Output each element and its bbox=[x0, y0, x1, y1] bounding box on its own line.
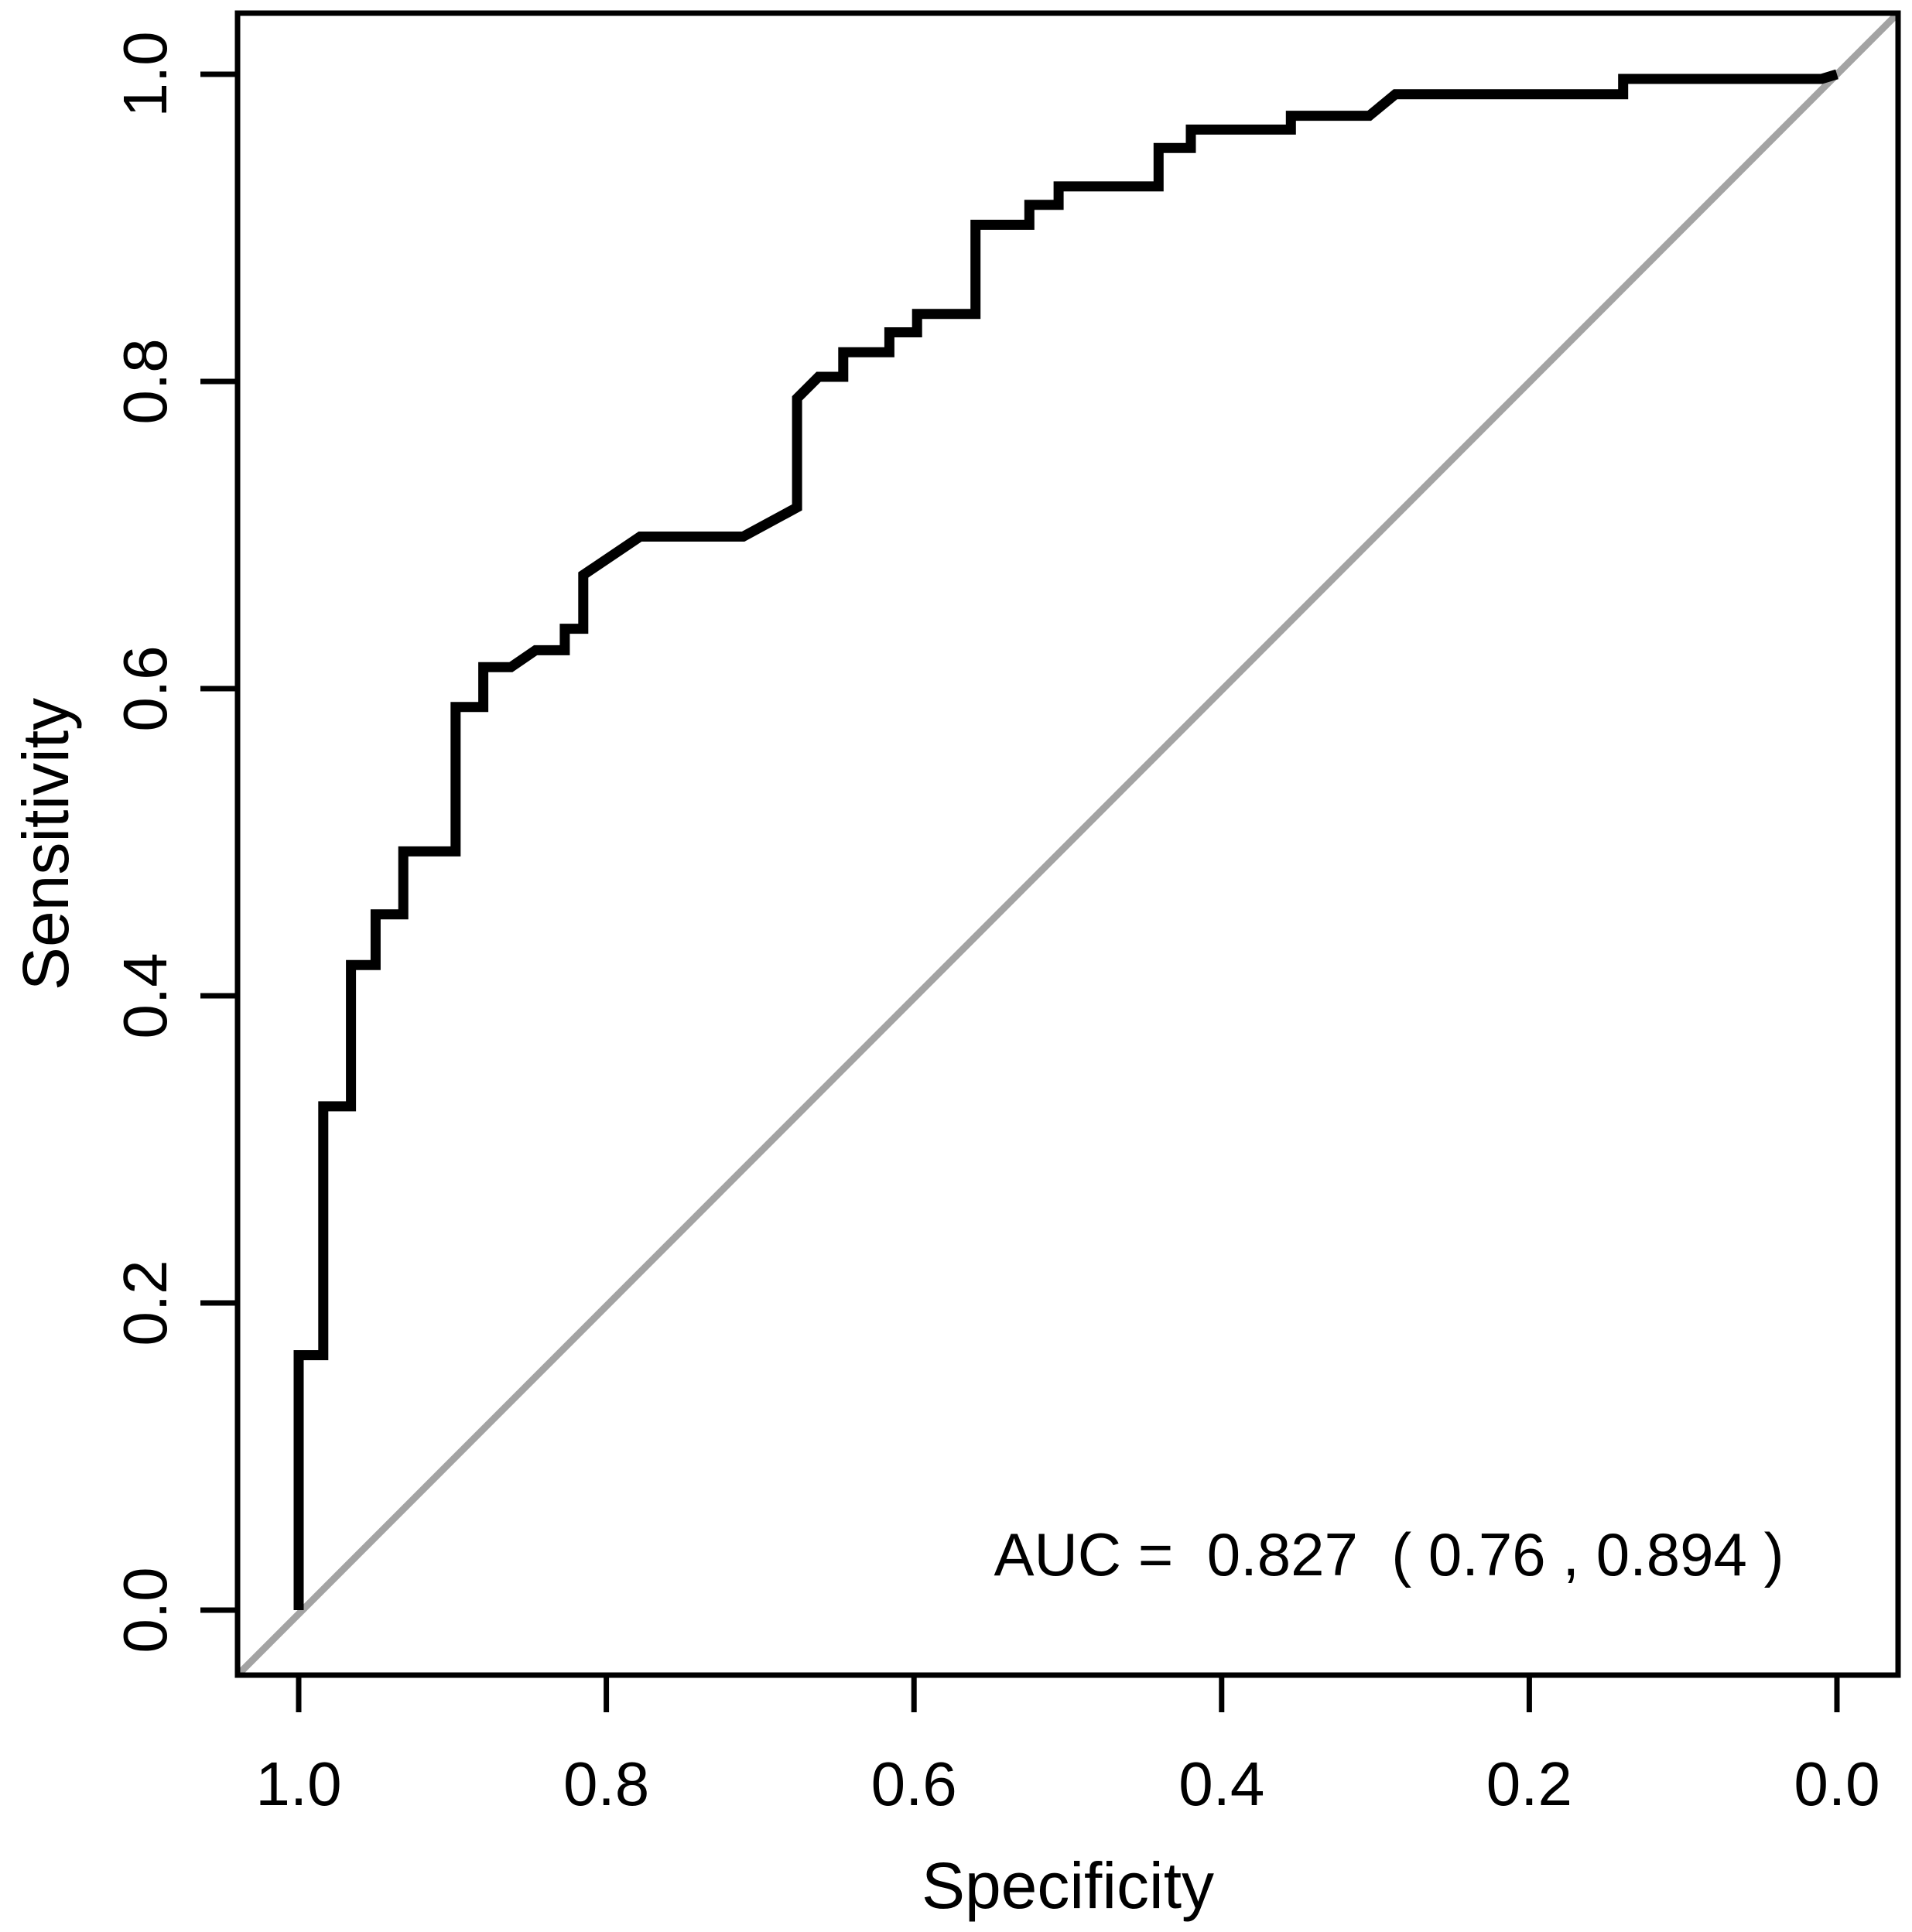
y-axis-tick-label: 0.2 bbox=[111, 1260, 180, 1346]
x-axis-tick-label: 0.6 bbox=[871, 1749, 957, 1818]
y-axis-tick-label: 0.8 bbox=[111, 338, 180, 424]
x-axis-tick-label: 0.8 bbox=[563, 1749, 649, 1818]
x-axis-label: Specificity bbox=[922, 1849, 1214, 1922]
plot-layers: 1.0 0.8 0.6 0.4 0.2 0.0 0.0 0.2 0.4 0.6 0.8 1.0 bbox=[111, 10, 1901, 1818]
x-axis-tick-label: 1.0 bbox=[255, 1749, 341, 1818]
plot-border bbox=[234, 10, 1901, 1678]
y-axis-tick-label: 0.6 bbox=[111, 645, 180, 731]
x-axis-tick-label: 0.4 bbox=[1178, 1749, 1264, 1818]
x-axis-tick-label: 0.2 bbox=[1486, 1749, 1572, 1818]
y-axis-tick-label: 0.4 bbox=[111, 952, 180, 1038]
x-axis-tick-label: 0.0 bbox=[1794, 1749, 1880, 1818]
roc-curve-line bbox=[293, 69, 1838, 1610]
y-axis-label: Sensitivity bbox=[9, 698, 82, 990]
auc-annotation: AUC = 0.827 ( 0.76 , 0.894 ) bbox=[994, 1520, 1784, 1588]
y-axis-tick-label: 1.0 bbox=[111, 31, 180, 117]
y-axis-tick-label: 0.0 bbox=[111, 1567, 180, 1653]
reference-diagonal-line bbox=[234, 10, 1901, 1678]
